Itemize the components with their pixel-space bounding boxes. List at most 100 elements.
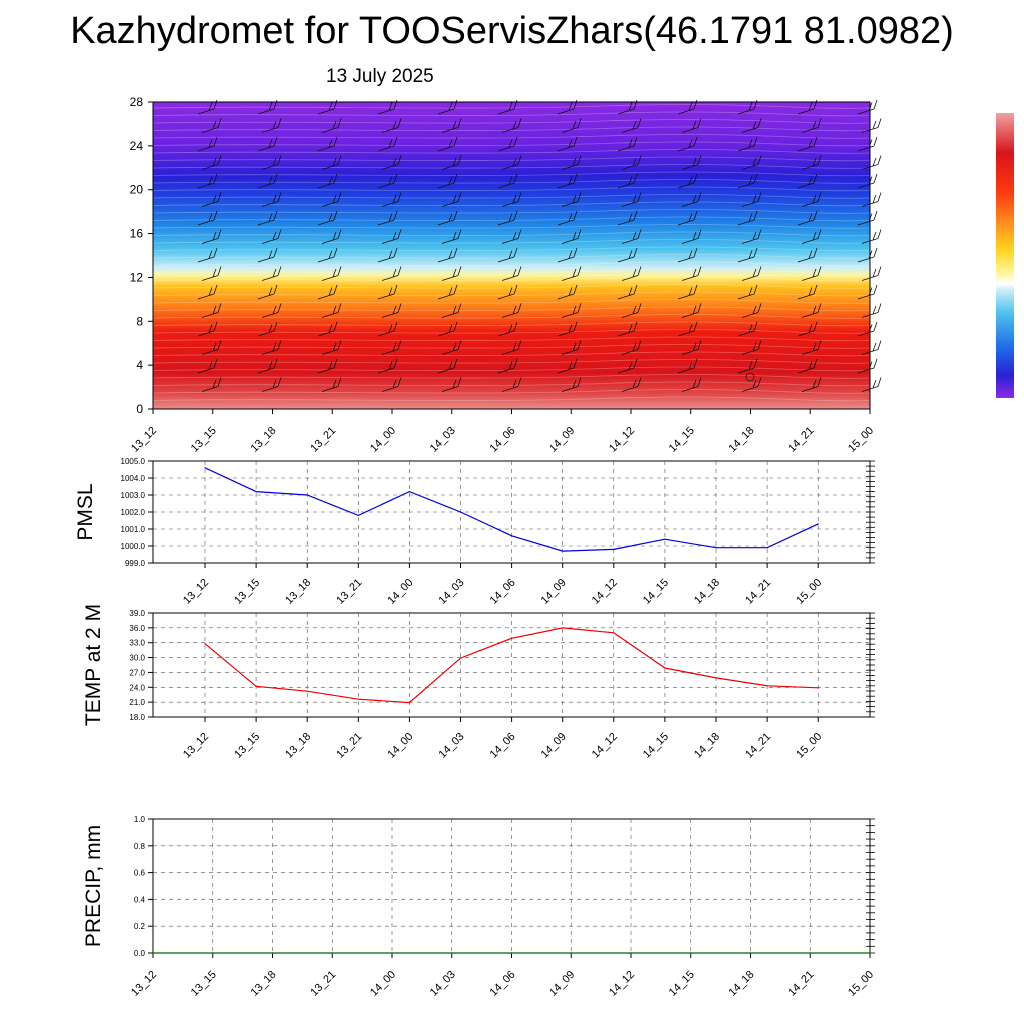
- wind-barb: [261, 340, 282, 355]
- wind-barb: [681, 155, 702, 170]
- y-tick-label: 4: [136, 358, 143, 372]
- wind-barb: [617, 321, 638, 337]
- y-tick-label: 0.0: [134, 949, 146, 958]
- wind-barb: [561, 340, 582, 355]
- data-point: [562, 627, 564, 629]
- y-tick-label: 1003.0: [121, 491, 146, 500]
- wind-barb: [261, 192, 282, 207]
- contour-line: [152, 216, 871, 222]
- x-tick-label: 14_00: [368, 969, 398, 999]
- wind-barb: [737, 173, 758, 189]
- wind-barb: [497, 136, 518, 152]
- wind-barb: [437, 284, 458, 300]
- wind-barb: [801, 118, 822, 133]
- wind-barb: [621, 303, 642, 318]
- data-point: [613, 548, 615, 551]
- wind-barb: [381, 155, 402, 170]
- wind-barb: [321, 192, 342, 207]
- y-tick-label: 16: [130, 227, 144, 241]
- wind-barb: [257, 136, 278, 152]
- contour-line: [152, 359, 871, 364]
- data-point: [664, 667, 666, 669]
- wind-barb: [497, 321, 518, 337]
- wind-barb: [261, 377, 282, 392]
- x-tick-label: 14_15: [667, 425, 697, 455]
- y-axis-label: PMSL: [74, 483, 97, 540]
- wind-barb: [801, 266, 822, 281]
- x-tick-label: 14_06: [488, 425, 518, 455]
- wind-barb: [201, 340, 222, 355]
- wind-barb: [257, 321, 278, 337]
- wind-barb: [381, 192, 402, 207]
- contour-line: [152, 246, 871, 252]
- chart-subtitle: 13 July 2025: [326, 66, 434, 87]
- wind-barb: [441, 303, 462, 318]
- wind-barb: [737, 321, 758, 337]
- wind-barb: [561, 377, 582, 392]
- x-tick-label: 15_00: [794, 731, 824, 761]
- wind-barb: [561, 229, 582, 244]
- data-point: [766, 685, 768, 687]
- data-point: [869, 952, 871, 954]
- wind-barb: [737, 247, 758, 263]
- wind-barb: [801, 192, 822, 207]
- wind-barb: [741, 340, 762, 355]
- wind-barb: [557, 284, 578, 300]
- x-tick-label: 14_18: [692, 577, 722, 607]
- wind-barb: [677, 210, 698, 226]
- data-point: [715, 547, 717, 549]
- y-axis-label: TEMP at 2 M: [82, 604, 105, 726]
- contour-line: [152, 164, 871, 169]
- wind-barb: [381, 229, 402, 244]
- wind-barb: [201, 118, 222, 133]
- wind-barb: [737, 210, 758, 226]
- data-point: [459, 657, 462, 659]
- wind-barb: [197, 173, 218, 189]
- wind-barb: [561, 192, 582, 207]
- wind-barb: [681, 118, 702, 133]
- data-point: [331, 952, 333, 954]
- wind-barb: [377, 210, 398, 226]
- x-tick-label: 13_12: [181, 731, 211, 761]
- contour-line: [152, 389, 871, 394]
- y-tick-label: 24.0: [129, 683, 145, 692]
- wind-barb: [497, 358, 518, 374]
- wind-barb: [501, 303, 522, 318]
- contour-line: [152, 239, 871, 244]
- contour-line: [152, 104, 871, 109]
- data-point: [766, 547, 768, 549]
- wind-barb: [381, 118, 402, 133]
- x-tick-label: 13_21: [334, 731, 364, 761]
- wind-barb: [681, 303, 702, 318]
- wind-barb: [801, 303, 822, 318]
- wind-barb: [497, 284, 518, 300]
- y-tick-label: 1000.0: [121, 542, 146, 551]
- wind-barb: [617, 210, 638, 226]
- contour-line: [152, 141, 871, 147]
- wind-barb: [621, 266, 642, 281]
- x-tick-label: 14_09: [547, 425, 577, 455]
- data-point: [357, 698, 359, 700]
- data-point: [562, 550, 564, 552]
- data-point: [255, 491, 257, 493]
- wind-barb: [261, 155, 282, 170]
- x-tick-label: 14_00: [385, 731, 415, 761]
- wind-barb: [377, 173, 398, 189]
- x-tick-label: 14_06: [488, 577, 518, 607]
- contour-line: [152, 314, 871, 319]
- data-point: [204, 467, 206, 469]
- wind-barb: [381, 340, 402, 355]
- wind-barb: [437, 321, 458, 337]
- x-tick-label: 13_21: [308, 425, 338, 455]
- data-point: [255, 685, 257, 687]
- y-tick-label: 0.4: [134, 895, 146, 904]
- wind-barb: [441, 229, 462, 244]
- wind-barb: [501, 118, 522, 133]
- wind-barb: [201, 229, 222, 244]
- wind-barb: [677, 247, 698, 263]
- wind-barb: [197, 247, 218, 263]
- wind-barb: [437, 210, 458, 226]
- contour-line: [152, 261, 871, 267]
- wind-barb: [441, 377, 462, 392]
- y-tick-label: 999.0: [125, 559, 146, 568]
